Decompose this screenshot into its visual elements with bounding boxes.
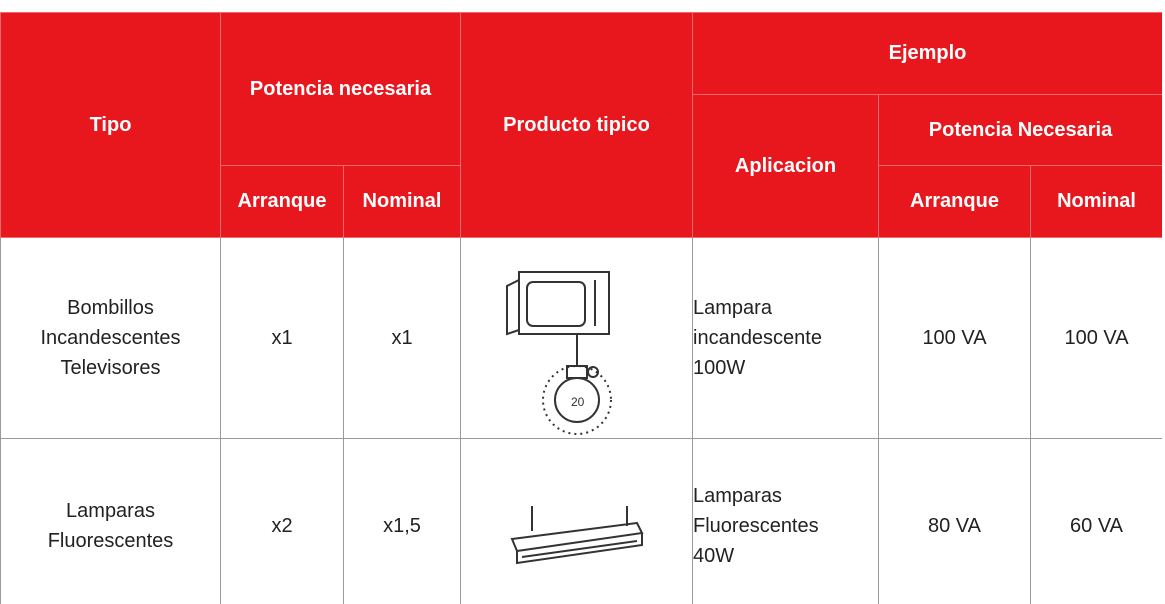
cell: Lamparas Fluorescentes 40W [692,438,879,604]
header-cell: Ejemplo [691,12,1162,95]
cell: Lampara incandescente 100W [692,237,879,439]
product-image-cell [460,438,693,604]
header-cell: Aplicacion [692,94,879,238]
cell: x2 [220,438,344,604]
header-cell: Arranque [878,165,1031,238]
header-cell: Potencia Necesaria [877,94,1162,166]
svg-text:20: 20 [571,395,585,409]
header-cell: Nominal [1029,165,1162,238]
cell: Lamparas Fluorescentes [0,438,221,604]
cell: x1 [220,237,344,439]
cell: 80 VA [878,438,1031,604]
header-cell: Tipo [0,12,221,238]
product-image-cell: 20 [460,237,693,439]
header-cell: Producto tipico [460,12,693,238]
cell: x1 [343,237,461,439]
header-cell: Nominal [343,165,461,238]
cell: x1,5 [343,438,461,604]
power-table: Tipo Potencia necesaria Producto tipico … [0,12,1162,604]
tv-bulb-icon: 20 [505,271,612,435]
fluorescent-icon [510,505,644,564]
cell: 100 VA [878,237,1031,439]
header-cell: Potencia necesaria [220,12,461,166]
cell: 100 VA [1029,237,1162,439]
header-cell: Arranque [220,165,344,238]
cell: Bombillos Incandescentes Televisores [0,237,221,439]
table-container: Tipo Potencia necesaria Producto tipico … [0,12,1162,604]
cell: 60 VA [1029,438,1162,604]
